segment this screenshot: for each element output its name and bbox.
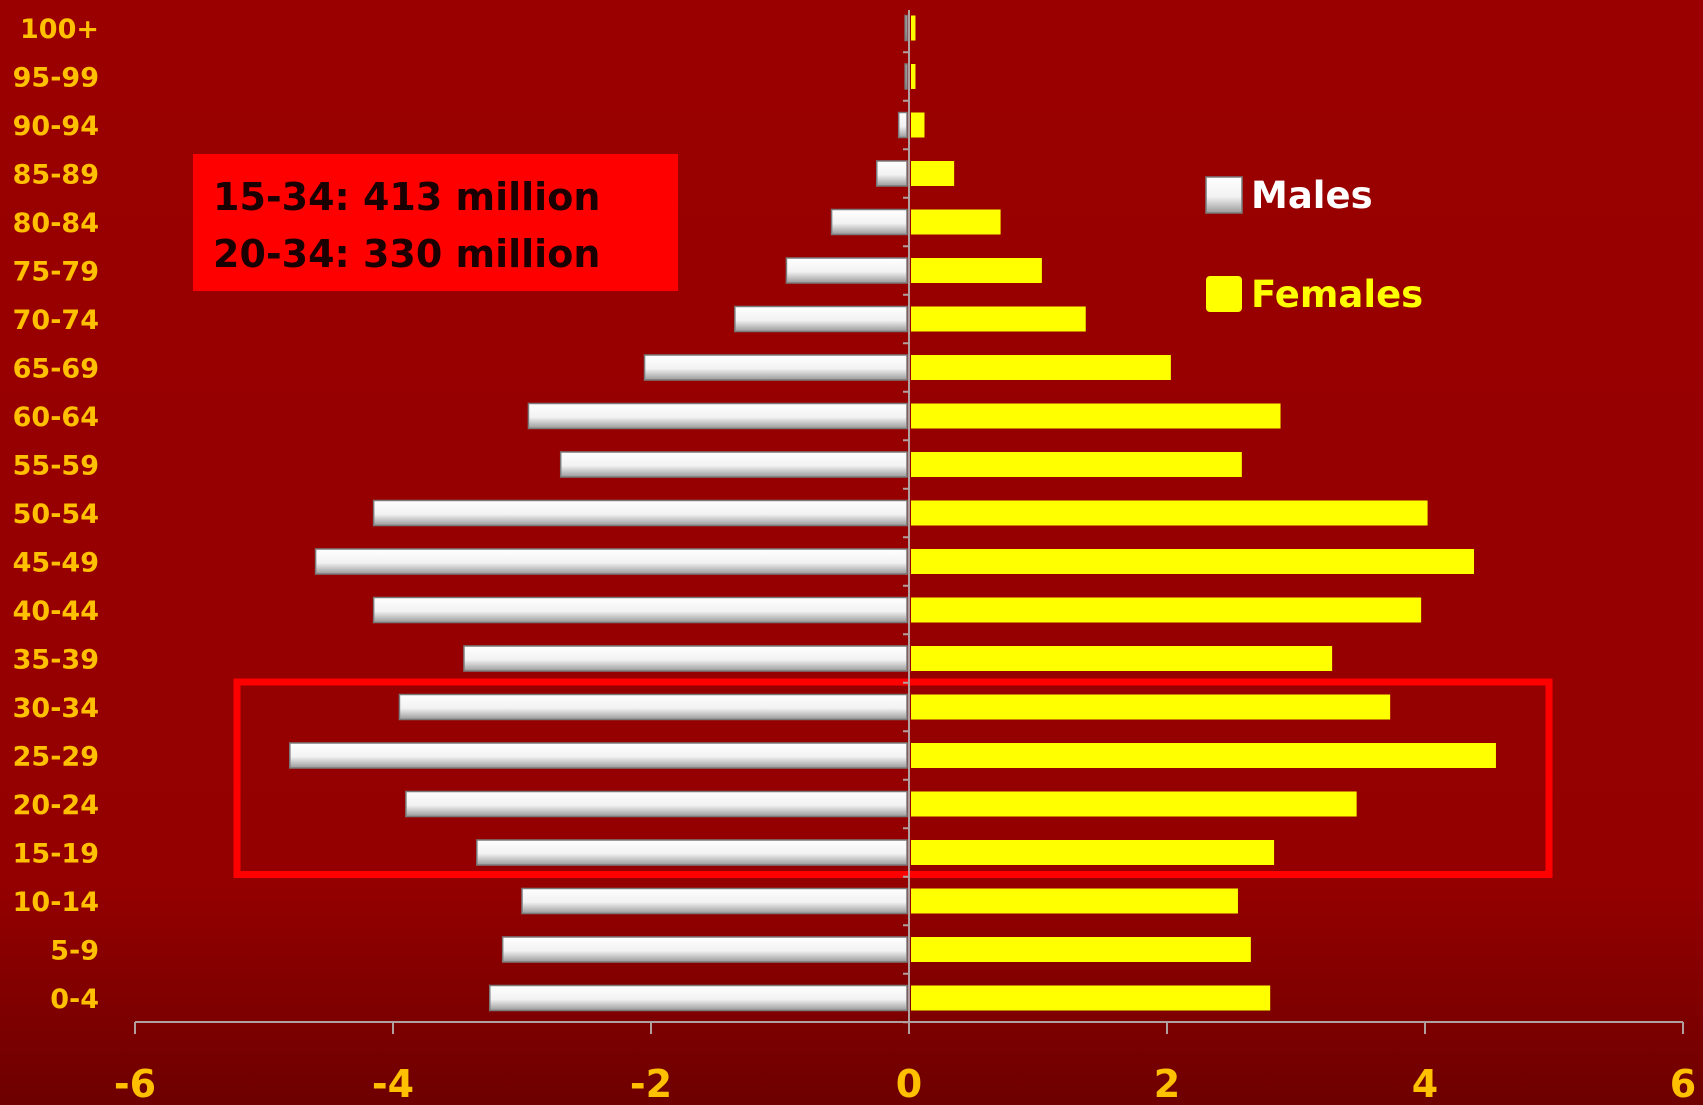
female-bar-100+: [911, 16, 915, 41]
female-bar-20-24: [911, 792, 1357, 817]
male-bar-5-9: [503, 937, 907, 962]
male-bar-70-74: [735, 307, 907, 332]
female-bar-15-19: [911, 840, 1274, 865]
legend: Males Females: [1206, 174, 1423, 316]
category-label-60-64: 60-64: [13, 402, 99, 433]
female-bar-95-99: [911, 64, 915, 89]
female-bar-90-94: [911, 113, 924, 138]
category-label-65-69: 65-69: [13, 354, 99, 385]
legend-swatch-males: [1206, 177, 1242, 213]
male-bar-25-29: [290, 743, 907, 768]
male-bar-30-34: [399, 695, 907, 720]
category-label-10-14: 10-14: [13, 887, 99, 918]
female-bar-5-9: [911, 937, 1251, 962]
category-label-85-89: 85-89: [13, 160, 99, 191]
female-bar-50-54: [911, 501, 1428, 526]
category-label-5-9: 5-9: [50, 936, 99, 967]
category-label-50-54: 50-54: [13, 499, 99, 530]
category-label-40-44: 40-44: [13, 596, 99, 627]
male-bar-0-4: [490, 986, 907, 1011]
legend-swatch-females: [1206, 276, 1242, 312]
female-bar-40-44: [911, 598, 1421, 623]
legend-label-females: Females: [1251, 273, 1423, 316]
x-tick-label: -2: [630, 1062, 672, 1105]
category-label-45-49: 45-49: [13, 548, 99, 579]
category-label-0-4: 0-4: [50, 984, 99, 1015]
category-label-30-34: 30-34: [13, 693, 99, 724]
male-bar-20-24: [406, 792, 907, 817]
x-tick-label: -4: [372, 1062, 414, 1105]
category-label-70-74: 70-74: [13, 305, 99, 336]
male-bar-45-49: [316, 549, 907, 574]
x-tick-label: 6: [1670, 1062, 1696, 1105]
annotation-line-1: 15-34: 413 million: [213, 169, 678, 226]
male-bar-80-84: [832, 210, 907, 235]
annotation-box: 15-34: 413 million 20-34: 330 million: [193, 154, 678, 291]
male-bar-65-69: [645, 355, 907, 380]
male-bar-95-99: [905, 64, 907, 89]
female-bar-30-34: [911, 695, 1390, 720]
male-bar-15-19: [477, 840, 907, 865]
category-label-55-59: 55-59: [13, 451, 99, 482]
male-bar-35-39: [464, 646, 907, 671]
female-bar-55-59: [911, 452, 1242, 477]
category-label-90-94: 90-94: [13, 111, 99, 142]
female-bar-80-84: [911, 210, 1001, 235]
category-label-95-99: 95-99: [13, 63, 99, 94]
x-tick-label: 2: [1154, 1062, 1180, 1105]
category-label-20-24: 20-24: [13, 790, 99, 821]
male-bar-55-59: [561, 452, 907, 477]
category-label-15-19: 15-19: [13, 839, 99, 870]
category-label-25-29: 25-29: [13, 742, 99, 773]
male-bar-100+: [905, 16, 907, 41]
male-bar-10-14: [522, 889, 907, 914]
female-bar-45-49: [911, 549, 1474, 574]
category-label-100+: 100+: [20, 14, 99, 45]
male-bar-75-79: [786, 258, 907, 283]
female-bar-65-69: [911, 355, 1171, 380]
male-bar-90-94: [899, 113, 907, 138]
legend-label-males: Males: [1251, 174, 1373, 217]
male-bar-60-64: [528, 404, 907, 429]
x-tick-label: 4: [1412, 1062, 1438, 1105]
female-bar-60-64: [911, 404, 1281, 429]
female-bar-10-14: [911, 889, 1238, 914]
female-bar-25-29: [911, 743, 1496, 768]
male-bar-50-54: [374, 501, 907, 526]
female-bar-0-4: [911, 986, 1270, 1011]
category-label-75-79: 75-79: [13, 257, 99, 288]
annotation-line-2: 20-34: 330 million: [213, 226, 678, 283]
female-bar-70-74: [911, 307, 1086, 332]
male-bar-40-44: [374, 598, 907, 623]
x-tick-label: -6: [114, 1062, 156, 1105]
female-bar-35-39: [911, 646, 1332, 671]
x-tick-label: 0: [896, 1062, 922, 1105]
male-bar-85-89: [877, 161, 907, 186]
female-bar-75-79: [911, 258, 1042, 283]
female-bar-85-89: [911, 161, 954, 186]
category-label-35-39: 35-39: [13, 645, 99, 676]
category-label-80-84: 80-84: [13, 208, 99, 239]
